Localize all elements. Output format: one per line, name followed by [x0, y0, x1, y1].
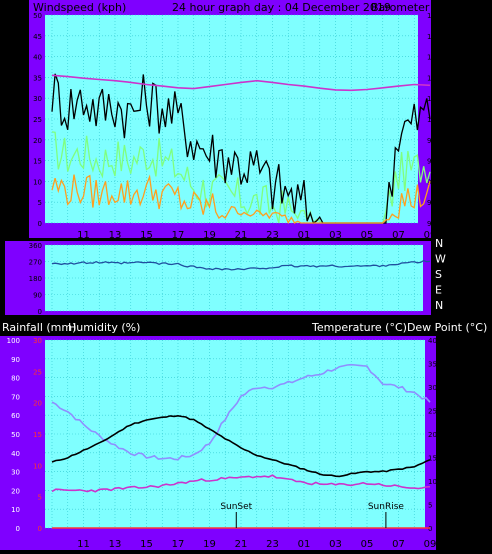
- temperature-y-tick: 5: [428, 502, 432, 510]
- sunrise-label: SunRise: [368, 502, 405, 512]
- x-tick-bottom: 03: [329, 539, 342, 550]
- x-tick-top: 21: [235, 230, 248, 241]
- compass-label: S: [435, 268, 442, 281]
- x-tick-bottom: 19: [203, 539, 216, 550]
- rain-y-tick: 5: [38, 494, 42, 502]
- x-tick-top: 09: [424, 230, 437, 241]
- barometer-axis-label: Barometer (hpa): [371, 1, 463, 14]
- humidity-y-tick: 40: [11, 450, 20, 458]
- humidity-line: [51, 363, 431, 461]
- rain-y-tick: 20: [33, 400, 42, 408]
- wind-y-tick: 10: [33, 178, 42, 186]
- temperature-line: [51, 414, 431, 478]
- temperature-y-tick: 40: [428, 337, 437, 345]
- wind-y-tick: 50: [33, 12, 42, 20]
- sunset-label: SunSet: [220, 502, 252, 512]
- wind-y-tick: 25: [33, 116, 42, 124]
- x-tick-bottom: 01: [298, 539, 311, 550]
- x-tick-top: 05: [361, 230, 374, 241]
- temperature-y-tick: 25: [428, 408, 437, 416]
- wind-y-tick: 5: [38, 199, 42, 207]
- x-tick-bottom: 11: [77, 539, 90, 550]
- rain-y-tick: 30: [33, 337, 42, 345]
- direction-y-tick: 0: [38, 308, 42, 316]
- direction-y-tick: 270: [29, 259, 42, 267]
- direction-y-tick: 360: [29, 242, 42, 250]
- x-tick-bottom: 21: [235, 539, 248, 550]
- temperature-y-tick: 20: [428, 431, 437, 439]
- wind-line: [51, 174, 431, 225]
- baro-y-tick: 980: [427, 199, 440, 207]
- x-tick-top: 11: [77, 230, 90, 241]
- temperature-y-tick: 35: [428, 361, 437, 369]
- humidity-y-tick: 0: [16, 525, 20, 533]
- x-tick-bottom: 13: [109, 539, 122, 550]
- temperature-y-tick: 15: [428, 455, 437, 463]
- humidity-y-tick: 60: [11, 412, 20, 420]
- humidity-y-tick: 70: [11, 393, 20, 401]
- baro-y-tick: 1025: [427, 12, 445, 20]
- rainfall-axis-label: Rainfall (mm): [2, 321, 77, 334]
- humidity-axis-label: Humidity (%): [68, 321, 141, 334]
- humidity-y-tick: 50: [11, 431, 20, 439]
- x-tick-top: 01: [298, 230, 311, 241]
- baro-y-tick: 1000: [427, 116, 445, 124]
- wind-y-tick: 0: [38, 220, 42, 228]
- x-tick-top: 07: [392, 230, 405, 241]
- direction-y-tick: 180: [29, 275, 42, 283]
- wind-y-tick: 30: [33, 95, 42, 103]
- humidity-y-tick: 90: [11, 356, 20, 364]
- compass-label: N: [435, 299, 443, 312]
- wind-y-tick: 40: [33, 54, 42, 62]
- humidity-y-tick: 10: [11, 506, 20, 514]
- x-tick-bottom: 17: [172, 539, 185, 550]
- temperature-y-tick: 0: [428, 525, 432, 533]
- temperature-y-tick: 10: [428, 478, 437, 486]
- rain-y-tick: 0: [38, 525, 42, 533]
- wind-y-tick: 35: [33, 74, 42, 82]
- baro-y-tick: 1020: [427, 33, 445, 41]
- compass-label: E: [435, 284, 442, 297]
- wind-y-tick: 15: [33, 158, 42, 166]
- dew-point-line: [51, 474, 431, 493]
- rain-y-tick: 15: [33, 431, 42, 439]
- x-tick-top: 03: [329, 230, 342, 241]
- baro-y-tick: 1010: [427, 74, 445, 82]
- baro-y-tick: 1015: [427, 54, 445, 62]
- x-tick-bottom: 23: [266, 539, 279, 550]
- humidity-y-tick: 30: [11, 469, 20, 477]
- compass-label: N: [435, 237, 443, 250]
- x-tick-top: 19: [203, 230, 216, 241]
- humidity-y-tick: 80: [11, 375, 20, 383]
- x-tick-bottom: 15: [140, 539, 153, 550]
- wind-y-tick: 20: [33, 137, 42, 145]
- baro-y-tick: 995: [427, 137, 440, 145]
- baro-y-tick: 1005: [427, 95, 445, 103]
- direction-line: [51, 259, 431, 271]
- chart-title: 24 hour graph day : 04 December 2019: [172, 1, 391, 14]
- compass-label: W: [435, 253, 446, 266]
- rain-y-tick: 10: [33, 462, 42, 470]
- x-tick-bottom: 09: [424, 539, 437, 550]
- direction-y-tick: 90: [33, 292, 42, 300]
- humidity-y-tick: 20: [11, 487, 20, 495]
- wind-axis-label: Windspeed (kph): [33, 1, 127, 14]
- x-tick-bottom: 05: [361, 539, 374, 550]
- x-tick-bottom: 07: [392, 539, 405, 550]
- x-tick-top: 23: [266, 230, 279, 241]
- baro-y-tick: 985: [427, 178, 440, 186]
- x-tick-top: 15: [140, 230, 153, 241]
- x-tick-top: 13: [109, 230, 122, 241]
- barometer-line: [51, 74, 431, 92]
- temperature-y-tick: 30: [428, 384, 437, 392]
- baro-y-tick: 990: [427, 158, 440, 166]
- humidity-y-tick: 100: [7, 337, 20, 345]
- rain-y-tick: 25: [33, 368, 42, 376]
- temperature-axis-label: Temperature (°C)Dew Point (°C): [312, 321, 488, 334]
- wind-y-tick: 45: [33, 33, 42, 41]
- baro-y-tick: 975: [427, 220, 440, 228]
- x-tick-top: 17: [172, 230, 185, 241]
